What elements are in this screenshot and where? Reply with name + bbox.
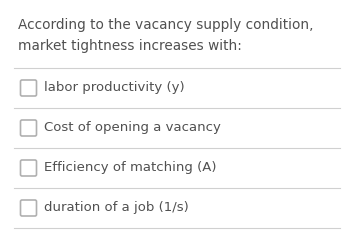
FancyBboxPatch shape	[21, 200, 36, 216]
FancyBboxPatch shape	[21, 80, 36, 96]
FancyBboxPatch shape	[21, 160, 36, 176]
FancyBboxPatch shape	[21, 120, 36, 136]
Text: Efficiency of matching (A): Efficiency of matching (A)	[44, 161, 217, 174]
Text: Cost of opening a vacancy: Cost of opening a vacancy	[44, 121, 221, 134]
Text: labor productivity (y): labor productivity (y)	[44, 81, 185, 94]
Text: duration of a job (1/s): duration of a job (1/s)	[44, 201, 189, 214]
Text: According to the vacancy supply condition,
market tightness increases with:: According to the vacancy supply conditio…	[18, 18, 314, 53]
